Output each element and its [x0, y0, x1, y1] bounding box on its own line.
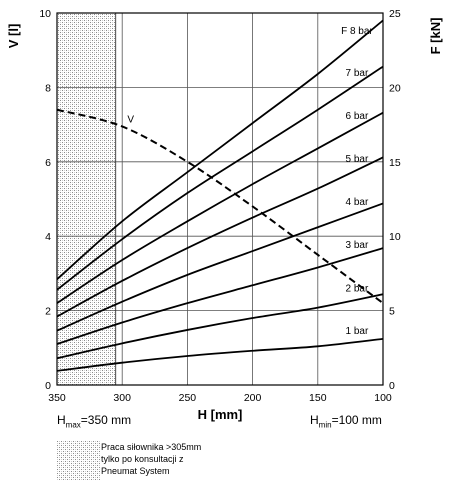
legend-line-3: Pneumat System [101, 466, 170, 476]
hmax-sub: max [65, 420, 81, 430]
legend-hatch-swatch [57, 441, 101, 481]
legend-line-1: Praca siłownika >305mm [101, 442, 202, 452]
left-axis-label: V [l] [6, 24, 21, 49]
volume-curve-path [56, 108, 384, 304]
force-curves [56, 19, 384, 372]
left-tick-label: 8 [45, 82, 51, 94]
legend-line-2: tylko po konsultacji z [101, 454, 184, 464]
left-tick-label: 4 [45, 231, 51, 243]
legend-text: Praca siłownika >305mm tylko po konsulta… [101, 441, 201, 477]
right-axis-label: F [kN] [428, 18, 443, 55]
right-tick-label: 10 [389, 231, 401, 243]
hmin-sub: min [318, 420, 332, 430]
right-tick-label: 5 [389, 306, 395, 318]
force-curve-2-bar [56, 293, 384, 360]
force-curve-f-8-bar [56, 19, 384, 281]
curve-label: 6 bar [346, 111, 369, 122]
curve-label: 1 bar [346, 326, 369, 337]
force-curve-4-bar [56, 202, 384, 332]
curve-label: F 8 bar [341, 26, 373, 37]
x-tick-label: 100 [374, 392, 392, 404]
hmax-prefix: H [57, 413, 66, 427]
x-tick-label: 200 [244, 392, 262, 404]
hmax-value: =350 mm [80, 413, 132, 427]
right-tick-label: 15 [389, 157, 401, 169]
right-tick-label: 20 [389, 82, 401, 94]
hmin-value: =100 mm [331, 413, 382, 427]
force-curve-6-bar [56, 111, 384, 304]
right-tick-label: 0 [389, 380, 395, 392]
curve-label: 5 bar [346, 154, 369, 165]
curve-label: 4 bar [346, 197, 369, 208]
x-tick-label: 300 [113, 392, 131, 404]
left-tick-label: 0 [45, 380, 51, 392]
curve-label: 2 bar [346, 284, 369, 295]
hmax-label: Hmax=350 mm [57, 413, 131, 429]
plot-frame [56, 12, 384, 386]
hatched-region [57, 13, 116, 385]
x-axis-label: H [mm] [198, 407, 243, 422]
x-tick-label: 350 [48, 392, 66, 404]
left-tick-label: 2 [45, 306, 51, 318]
x-tick-label: 150 [309, 392, 327, 404]
legend: Praca siłownika >305mm tylko po konsulta… [57, 441, 457, 481]
left-tick-label: 6 [45, 157, 51, 169]
hmin-prefix: H [310, 413, 319, 427]
hmin-label: Hmin=100 mm [310, 413, 382, 429]
right-tick-label: 25 [389, 8, 401, 20]
force-curve-7-bar [56, 65, 384, 291]
curve-labels: 1 bar 2 bar 3 bar 4 bar 5 bar 6 bar 7 bar F 8 b… [127, 26, 373, 337]
force-curve-3-bar [56, 247, 384, 345]
x-tick-label: 250 [179, 392, 197, 404]
curve-label: 7 bar [346, 68, 369, 79]
force-curve-1-bar [56, 337, 384, 372]
volume-curve-label: V [127, 115, 134, 126]
curve-label: 3 bar [346, 240, 369, 251]
volume-curve [56, 108, 384, 304]
left-tick-label: 10 [39, 8, 51, 20]
force-curve-5-bar [56, 156, 384, 318]
